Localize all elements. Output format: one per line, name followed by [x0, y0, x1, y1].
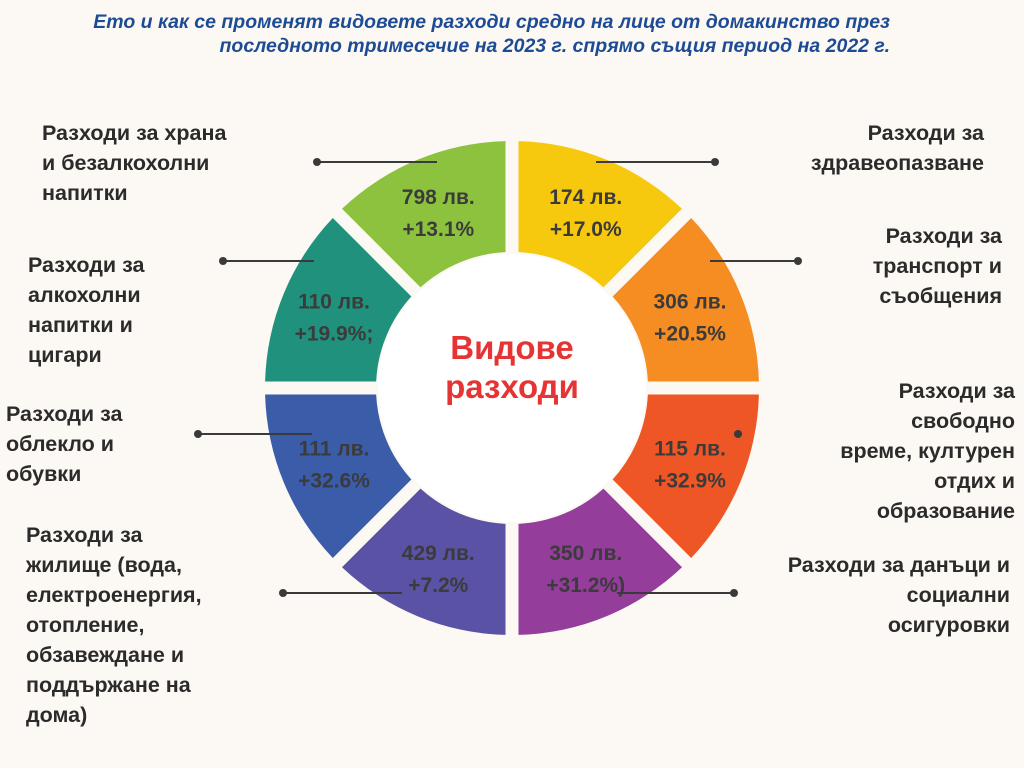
segment-value-label: 798 лв.	[402, 186, 475, 209]
center-circle	[378, 254, 646, 522]
label-clothing-line: Разходи за	[6, 402, 123, 426]
label-transport-line: съобщения	[879, 284, 1002, 308]
label-housing-line: поддържане на	[26, 673, 191, 697]
label-leisure-line: време, културен	[840, 439, 1015, 463]
label-health: Разходи за здравеопазване	[811, 118, 984, 178]
segment-change-label: +20.5%	[654, 322, 726, 345]
label-housing-line: дома)	[26, 703, 88, 727]
segment-change-label: +13.1%	[402, 218, 474, 241]
segment-value-label: 350 лв.	[549, 542, 622, 565]
segment-value-label: 174 лв.	[549, 186, 622, 209]
leader-dot	[794, 257, 802, 265]
segment-change-label: +31.2%)	[546, 574, 625, 597]
label-leisure: Разходи за свободно време, културен отди…	[840, 376, 1015, 526]
label-alcohol-line: алкохолни	[28, 283, 141, 307]
label-taxes-line: социални	[906, 583, 1010, 607]
segment-5	[342, 488, 506, 635]
label-leisure-line: отдих и	[934, 469, 1015, 493]
label-housing-line: електроенергия,	[26, 583, 202, 607]
label-housing: Разходи за жилище (вода, електроенергия,…	[26, 520, 202, 730]
center-label-line-2: разходи	[445, 368, 579, 405]
label-alcohol-line: цигари	[28, 343, 102, 367]
leader-dot	[279, 589, 287, 597]
chart-title: Ето и как се променят видовете разходи с…	[93, 11, 890, 57]
label-food-line: и безалкохолни	[42, 151, 210, 175]
label-housing-line: обзавеждане и	[26, 643, 185, 667]
label-clothing-line: облекло и	[6, 432, 114, 456]
label-leisure-line: Разходи за	[898, 379, 1015, 403]
segment-change-label: +32.6%	[298, 470, 370, 493]
label-housing-line: Разходи за	[26, 523, 143, 547]
segment-value-label: 429 лв.	[402, 542, 475, 565]
segment-change-label: +7.2%	[408, 574, 468, 597]
label-health-line: здравеопазване	[810, 151, 984, 175]
label-taxes-line: осигуровки	[887, 613, 1010, 637]
segment-value-label: 306 лв.	[654, 290, 727, 313]
segment-value-label: 110 лв.	[298, 290, 370, 313]
segment-change-label: +32.9%	[654, 470, 726, 493]
leader-dot	[219, 257, 227, 265]
segment-1	[518, 141, 682, 288]
segment-2	[612, 218, 759, 382]
label-housing-line: отопление,	[26, 613, 145, 637]
label-leisure-line: образование	[876, 499, 1015, 523]
label-transport-line: Разходи за	[885, 224, 1002, 248]
segment-7	[265, 218, 412, 382]
label-housing-line: жилище (вода,	[26, 553, 182, 577]
label-clothing: Разходи за облекло и обувки	[6, 399, 122, 489]
leader-dot	[711, 158, 719, 166]
label-transport: Разходи за транспорт и съобщения	[873, 221, 1002, 311]
segment-value-label: 111 лв.	[299, 438, 370, 461]
segment-6	[265, 394, 412, 558]
label-health-line: Разходи за	[867, 121, 984, 145]
leader-dot	[730, 589, 738, 597]
segment-4	[518, 488, 682, 635]
label-clothing-line: обувки	[6, 462, 82, 486]
leader-dot	[313, 158, 321, 166]
label-leisure-line: свободно	[911, 409, 1015, 433]
label-food-line: напитки	[42, 181, 128, 205]
leader-dot	[734, 430, 742, 438]
label-transport-line: транспорт и	[872, 254, 1002, 278]
label-alcohol-line: Разходи за	[28, 253, 145, 277]
leader-dot	[194, 430, 202, 438]
label-taxes: Разходи за данъци и социални осигуровки	[788, 550, 1010, 640]
center-label-line-1: Видове	[450, 329, 573, 366]
segment-3	[612, 394, 759, 558]
segment-change-label: +17.0%	[550, 218, 622, 241]
label-food: Разходи за храна и безалкохолни напитки	[42, 118, 226, 208]
label-taxes-line: Разходи за данъци и	[787, 553, 1010, 577]
segment-8	[342, 141, 506, 288]
segment-value-label: 115 лв.	[654, 438, 726, 461]
label-food-line: Разходи за храна	[42, 121, 227, 145]
segment-change-label: +19.9%;	[295, 322, 374, 345]
label-alcohol-line: напитки и	[28, 313, 133, 337]
label-alcohol: Разходи за алкохолни напитки и цигари	[28, 250, 144, 370]
